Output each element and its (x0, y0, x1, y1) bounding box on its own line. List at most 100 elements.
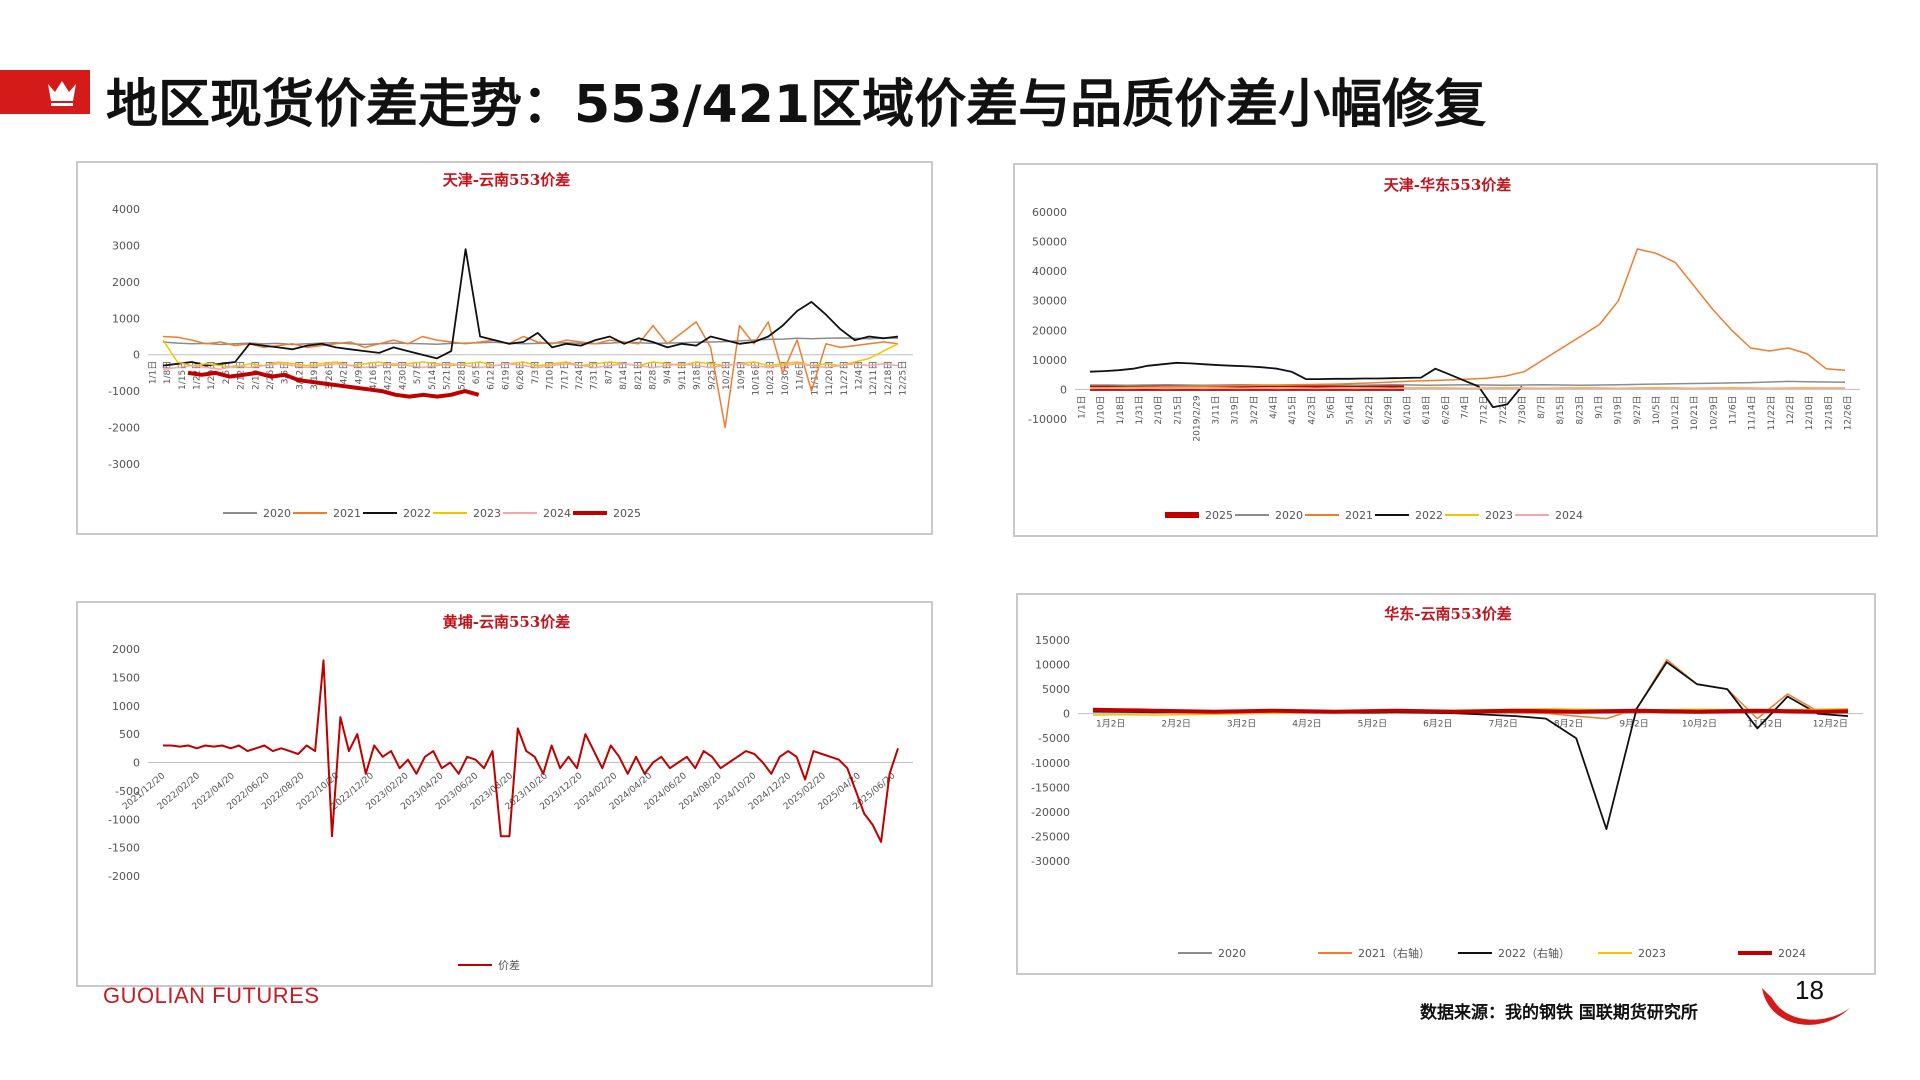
x-tick-label: 7/3日 (530, 361, 541, 385)
series-line-2022（右轴） (1092, 661, 1849, 831)
x-tick-label: 2/5日 (221, 361, 232, 385)
chart-tianjin-huadong: 天津-华东553价差 60000 50000 40000 30000 20000 10000… (1028, 176, 1860, 522)
x-tick-label: 10/30日 (780, 361, 791, 396)
y-tick-label: -2000 (108, 422, 140, 435)
y-tick-label: 0 (133, 757, 140, 770)
x-tick-label: 2/10日 (1153, 395, 1164, 424)
series-line-2024 (162, 363, 899, 371)
x-tick-label: 5/7日 (412, 361, 423, 385)
y-tick-label: -15000 (1031, 781, 1070, 794)
y-tick-label: 500 (119, 728, 140, 741)
x-tick-label: 7/31日 (589, 361, 600, 390)
y-tick-label: 0 (1063, 708, 1070, 721)
x-tick-label: 1/1日 (1077, 395, 1088, 419)
series-line-2022 (162, 248, 899, 367)
legend-label: 2021（右轴） (1358, 946, 1430, 960)
x-tick-label: 11/27日 (839, 361, 850, 396)
x-tick-label: 4/16日 (368, 361, 379, 390)
x-tick-label: 4/23日 (383, 361, 394, 390)
series-line-价差 (163, 659, 899, 843)
x-tick-label: 1/31日 (1134, 395, 1145, 424)
x-tick-label: 9/25日 (706, 361, 717, 390)
x-tick-label: 5/22日 (1364, 395, 1375, 424)
y-tick-label: 3000 (112, 239, 140, 252)
x-tick-label: 8月2日 (1554, 719, 1583, 730)
chart-title: 华东-云南553价差 (1384, 605, 1512, 623)
x-tick-label: 5/6日 (1325, 395, 1336, 419)
legend-label: 2024 (543, 507, 571, 520)
x-tick-label: 7/24日 (574, 361, 585, 390)
y-tick-label: -20000 (1031, 806, 1070, 819)
x-tick-label: 4/4日 (1268, 395, 1279, 419)
x-tick-label: 7/4日 (1460, 395, 1471, 419)
x-tick-label: 4/15日 (1287, 395, 1298, 424)
x-tick-label: 12/2日 (1785, 395, 1796, 424)
x-tick-label: 9/18日 (692, 361, 703, 390)
chart-title: 天津-华东553价差 (1384, 176, 1512, 194)
legend-label: 2024 (1778, 947, 1806, 960)
chart-panel-tianjin-yunnan: 天津-云南553价差 4000 3000 2000 1000 0 -1000 -2000 -30… (76, 161, 933, 535)
y-tick-label: -25000 (1031, 830, 1070, 843)
x-tick-label: 6/5日 (471, 361, 482, 385)
x-tick-label: 3/12日 (294, 361, 305, 390)
series-line-2021 (1089, 248, 1846, 389)
y-tick-label: 2000 (112, 643, 140, 656)
x-tick-label: 1/15日 (177, 361, 188, 390)
chart-panel-huadong-yunnan: 华东-云南553价差 15000 10000 5000 0 -5000 -10000 -150… (1016, 593, 1876, 975)
y-tick-label: -1500 (108, 842, 140, 855)
x-tick-label: 2019/2/29 (1192, 395, 1202, 441)
x-tick-label: 9/1日 (1594, 395, 1605, 419)
x-tick-label: 10/16日 (751, 361, 762, 396)
y-tick-label: -10000 (1031, 757, 1070, 770)
legend-label: 2024 (1555, 509, 1583, 522)
x-tick-label: 3/19日 (1230, 395, 1241, 424)
x-tick-label: 9/27日 (1632, 395, 1643, 424)
y-tick-label: 40000 (1032, 265, 1067, 278)
x-tick-label: 6/26日 (1440, 395, 1451, 424)
x-tick-label: 7/10日 (545, 361, 556, 390)
x-tick-label: 3/11日 (1211, 395, 1222, 424)
legend-label: 2023 (473, 507, 501, 520)
legend-label: 2022 (1415, 509, 1443, 522)
x-tick-label: 8/14日 (618, 361, 629, 390)
series-line-2025 (187, 370, 480, 399)
x-tick-label: 4/23日 (1306, 395, 1317, 424)
legend-label: 2020 (1275, 509, 1303, 522)
x-tick-label: 6/19日 (500, 361, 511, 390)
x-tick-label: 2/15日 (1172, 395, 1183, 424)
x-tick-label: 5/29日 (1383, 395, 1394, 424)
x-tick-label: 6/12日 (486, 361, 497, 390)
x-tick-label: 8/7日 (603, 361, 614, 385)
x-tick-label: 4/9日 (353, 361, 364, 385)
x-tick-label: 2/19日 (250, 361, 261, 390)
y-tick-label: 2000 (112, 276, 140, 289)
x-tick-label: 1/8日 (162, 361, 173, 385)
series-line-2024 (1092, 707, 1849, 714)
x-tick-label: 7/17日 (559, 361, 570, 390)
x-tick-label: 11/14日 (1747, 395, 1758, 430)
x-tick-label: 10/5日 (1651, 395, 1662, 424)
x-tick-label: 11/20日 (824, 361, 835, 396)
x-tick-label: 9月2日 (1619, 719, 1648, 730)
y-tick-label: 1000 (112, 312, 140, 325)
y-tick-label: 30000 (1032, 295, 1067, 308)
y-tick-label: -5000 (1038, 732, 1070, 745)
x-tick-label: 8/28日 (648, 361, 659, 390)
y-tick-label: -3000 (108, 458, 140, 471)
x-tick-label: 5/14日 (427, 361, 438, 390)
y-tick-label: -500 (115, 785, 140, 798)
x-tick-label: 3/26日 (324, 361, 335, 390)
x-tick-label: 6/18日 (1421, 395, 1432, 424)
x-tick-label: 1/1日 (147, 361, 158, 385)
chart-huangpu-yunnan: 黄埔-云南553价差 2000 1500 1000 500 0 -500 -1000 -1500… (108, 613, 913, 972)
x-tick-label: 6月2日 (1423, 719, 1452, 730)
x-tick-label: 4/2日 (339, 361, 350, 385)
y-tick-label: 0 (1060, 383, 1067, 396)
crown-icon (48, 81, 76, 106)
x-tick-label: 6/26日 (515, 361, 526, 390)
x-tick-label: 10/12日 (1670, 395, 1681, 430)
legend-label: 2020 (263, 507, 291, 520)
y-tick-label: -30000 (1031, 855, 1070, 868)
chart-huadong-yunnan: 华东-云南553价差 15000 10000 5000 0 -5000 -10000 -150… (1031, 605, 1863, 960)
x-tick-label: 10/2日 (721, 361, 732, 390)
